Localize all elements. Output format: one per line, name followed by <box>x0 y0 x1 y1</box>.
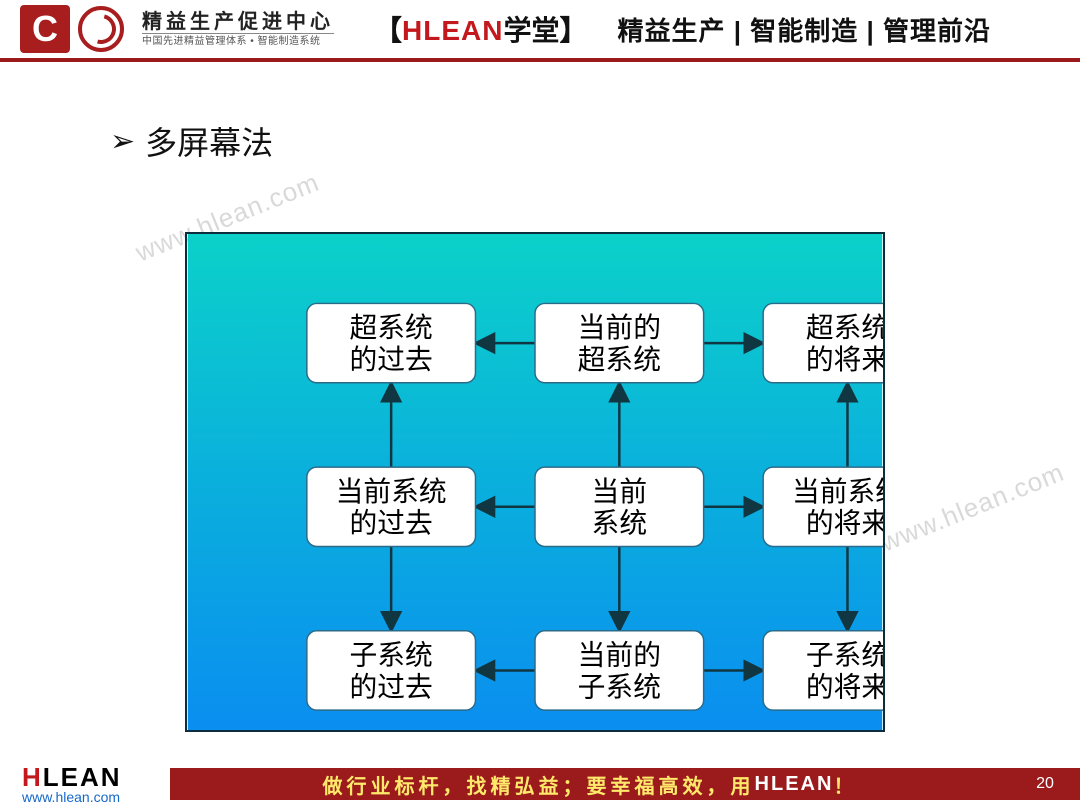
footer-slogan-b: HLEAN <box>755 773 834 796</box>
svg-text:子系统: 子系统 <box>578 672 661 703</box>
badge-red: HLEAN <box>402 15 503 46</box>
footer-logo-h: H <box>22 762 43 792</box>
svg-text:的将来: 的将来 <box>806 345 883 376</box>
badge-bracket-open: 【 <box>374 15 402 46</box>
footer-logo-rest: LEAN <box>43 762 122 792</box>
logo-main-text: 精益生产促进中心 <box>142 11 334 33</box>
nav-text: 精益生产 | 智能制造 | 管理前沿 <box>618 11 991 48</box>
footer-logo-text: HLEAN <box>22 764 170 790</box>
watermark: www.hlean.com <box>876 457 1068 559</box>
svg-text:当前的: 当前的 <box>578 641 661 672</box>
svg-text:的将来: 的将来 <box>806 509 883 540</box>
hlean-badge: 【HLEAN学堂】 <box>374 9 588 49</box>
logo-sub-text: 中国先进精益管理体系 • 智能制造系统 <box>142 33 334 47</box>
svg-text:当前的: 当前的 <box>578 313 661 344</box>
svg-text:子系统: 子系统 <box>806 641 883 672</box>
svg-text:的将来: 的将来 <box>806 672 883 703</box>
badge-bracket-close: 】 <box>559 15 587 46</box>
logo-text: 精益生产促进中心 中国先进精益管理体系 • 智能制造系统 <box>142 11 334 47</box>
footer-logo: HLEAN www.hlean.com <box>0 764 170 804</box>
svg-text:的过去: 的过去 <box>350 345 433 376</box>
svg-text:超系统: 超系统 <box>806 313 883 344</box>
footer-slogan-bar: 做行业标杆，找精弘益；要幸福高效，用HLEAN！ <box>170 768 1010 800</box>
logo-c-icon: C <box>20 5 70 53</box>
footer-slogan-a: 做行业标杆，找精弘益；要幸福高效，用 <box>323 770 755 799</box>
footer-url: www.hlean.com <box>22 790 170 804</box>
footer-slogan-c: ！ <box>833 770 857 799</box>
logo-area: C 精益生产促进中心 中国先进精益管理体系 • 智能制造系统 <box>20 5 334 53</box>
svg-text:超系统: 超系统 <box>578 345 661 376</box>
slide-title-text: 多屏幕法 <box>145 118 273 164</box>
svg-text:当前系统: 当前系统 <box>792 477 883 508</box>
page-number: 20 <box>1010 768 1080 800</box>
svg-text:的过去: 的过去 <box>350 672 433 703</box>
svg-text:子系统: 子系统 <box>350 641 433 672</box>
header-bar: C 精益生产促进中心 中国先进精益管理体系 • 智能制造系统 【HLEAN学堂】… <box>0 0 1080 62</box>
slide-body: ➢ 多屏幕法 www.hlean.com www.hlean.com 超系统的过… <box>0 62 1080 752</box>
slide-title: ➢ 多屏幕法 <box>110 118 273 164</box>
svg-text:当前系统: 当前系统 <box>336 477 447 508</box>
nine-screen-diagram: 超系统的过去当前的超系统超系统的将来当前系统的过去当前系统当前系统的将来子系统的… <box>185 232 885 732</box>
svg-text:系统: 系统 <box>592 509 648 540</box>
bullet-icon: ➢ <box>110 124 135 159</box>
footer: HLEAN www.hlean.com 做行业标杆，找精弘益；要幸福高效，用HL… <box>0 758 1080 810</box>
diagram-svg: 超系统的过去当前的超系统超系统的将来当前系统的过去当前系统当前系统的将来子系统的… <box>187 234 883 730</box>
badge-cn: 学堂 <box>503 15 559 46</box>
logo-circle-icon <box>78 6 124 52</box>
svg-text:的过去: 的过去 <box>350 509 433 540</box>
svg-text:当前: 当前 <box>592 477 648 508</box>
svg-text:超系统: 超系统 <box>350 313 433 344</box>
